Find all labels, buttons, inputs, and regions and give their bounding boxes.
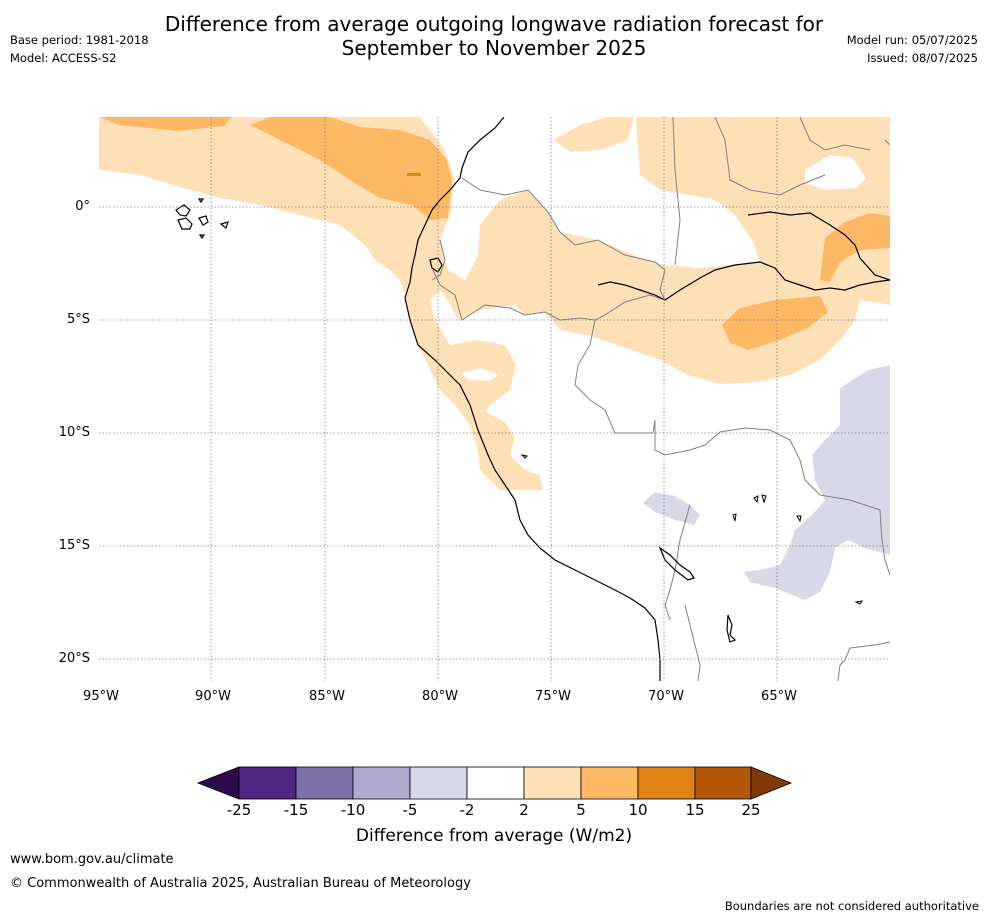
lat-label-10s: 10°S: [58, 425, 90, 440]
colorbar-tick: -5: [402, 801, 418, 819]
footer-url[interactable]: www.bom.gov.au/climate: [10, 852, 174, 867]
anomaly-region-mid-orange-amazon: [722, 296, 828, 350]
colorbar-swatch: [352, 766, 411, 800]
lon-label-85w: 85°W: [309, 689, 345, 704]
colorbar-extend-high: [750, 766, 793, 800]
anomaly-region-mid-orange-ecuador: [250, 117, 452, 220]
colorbar-swatch: [694, 766, 752, 800]
small-islands: [520, 454, 864, 605]
anomaly-region-mid-orange-northwest: [99, 117, 232, 131]
colorbar-tick: -2: [459, 801, 475, 819]
colorbar-label: Difference from average (W/m2): [355, 826, 633, 846]
colorbar-swatch: [295, 766, 354, 800]
colorbar-swatch: [409, 766, 468, 800]
lon-label-70w: 70°W: [648, 689, 684, 704]
anomaly-hole-northeast: [805, 155, 866, 190]
galapagos-islands: [175, 198, 229, 240]
lon-label-95w: 95°W: [83, 689, 119, 704]
lat-label-15s: 15°S: [58, 538, 90, 553]
coastlines: [404, 117, 890, 681]
grid-lines: [99, 117, 890, 681]
lon-label-90w: 90°W: [195, 689, 231, 704]
colorbar-swatch: [466, 766, 525, 800]
colorbar-tick: 15: [685, 801, 705, 819]
map-title: Difference from average outgoing longwav…: [0, 12, 988, 60]
colorbar-extend-low: [196, 766, 240, 800]
lat-label-0: 0°: [75, 199, 90, 214]
anomaly-region-light-orange-north: [554, 117, 634, 152]
colorbar-swatch: [238, 766, 297, 800]
country-borders: [431, 117, 890, 681]
model-run-text: Model run: 05/07/2025: [846, 33, 978, 47]
colorbar-swatch: [523, 766, 582, 800]
map-title-line2: September to November 2025: [341, 36, 647, 60]
footer-note: Boundaries are not considered authoritat…: [724, 899, 979, 913]
anomaly-region-dark-orange-streak: [407, 173, 421, 176]
footer-copyright: © Commonwealth of Australia 2025, Austra…: [10, 876, 471, 891]
meta-right: Model run: 05/07/2025 Issued: 08/07/2025: [847, 33, 978, 69]
model-text: Model: ACCESS-S2: [10, 51, 117, 65]
lon-label-75w: 75°W: [535, 689, 571, 704]
lon-label-65w: 65°W: [761, 689, 797, 704]
anomaly-region-light-purple-bolivia: [643, 492, 700, 525]
forecast-field: [99, 117, 890, 681]
issued-text: Issued: 08/07/2025: [867, 51, 978, 65]
colorbar-tick: 25: [741, 801, 761, 819]
anomaly-hole-coast: [462, 368, 498, 381]
meta-left: Base period: 1981-2018 Model: ACCESS-S2: [10, 33, 149, 69]
lat-label-5s: 5°S: [66, 312, 90, 327]
anomaly-region-light-orange-west: [99, 117, 860, 490]
colorbar-tick: -25: [226, 801, 252, 819]
colorbar-swatch: [637, 766, 696, 800]
base-period-text: Base period: 1981-2018: [10, 33, 149, 47]
map-title-line1: Difference from average outgoing longwav…: [164, 12, 824, 36]
lon-label-80w: 80°W: [422, 689, 458, 704]
colorbar-tick: 5: [576, 801, 586, 819]
colorbar-tick: 2: [519, 801, 529, 819]
colorbar: [196, 766, 793, 800]
colorbar-tick: 10: [628, 801, 648, 819]
colorbar-tick: -10: [340, 801, 366, 819]
colorbar-swatch: [580, 766, 639, 800]
lat-label-20s: 20°S: [58, 651, 90, 666]
anomaly-region-light-purple-southeast: [744, 365, 890, 600]
colorbar-tick: -15: [283, 801, 309, 819]
